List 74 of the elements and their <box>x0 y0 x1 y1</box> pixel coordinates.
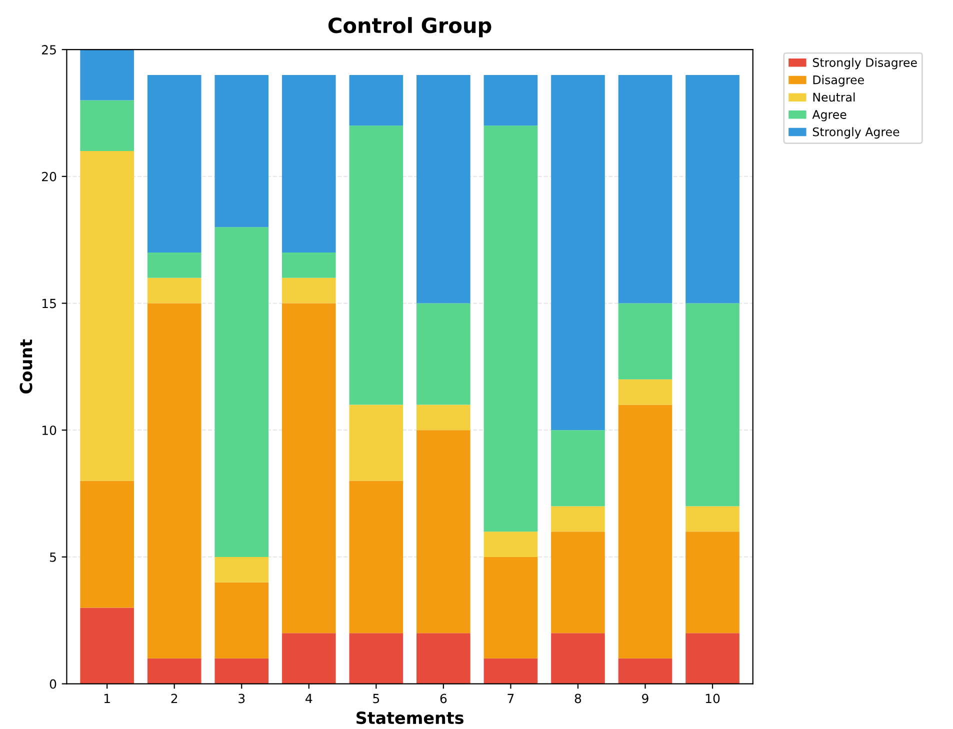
bar <box>214 658 269 684</box>
y-axis-title: Count <box>20 339 32 394</box>
bar <box>686 633 740 684</box>
x-tick-label: 10 <box>706 694 720 704</box>
bar <box>416 404 470 430</box>
legend-label: Agree <box>812 110 846 122</box>
bar <box>80 100 134 152</box>
bar <box>282 303 336 634</box>
bar <box>214 582 269 658</box>
bar <box>484 126 538 532</box>
bar <box>618 303 672 380</box>
bar <box>484 556 538 658</box>
y-tick-label: 10 <box>42 426 56 436</box>
bar <box>282 633 336 684</box>
y-tick-label: 20 <box>42 172 56 182</box>
bar <box>618 658 672 684</box>
bar <box>349 74 404 126</box>
y-tick-label: 5 <box>50 552 56 562</box>
bar <box>686 532 740 634</box>
bar <box>686 303 740 506</box>
bar <box>214 556 269 582</box>
bar <box>282 252 336 278</box>
bar <box>551 430 605 506</box>
bar <box>349 126 404 405</box>
x-tick-label: 1 <box>104 694 110 704</box>
bar <box>80 480 134 608</box>
bar <box>686 506 740 532</box>
bar <box>416 74 470 304</box>
bar <box>618 74 672 304</box>
bar <box>551 74 605 430</box>
bar <box>214 74 269 228</box>
bar <box>416 633 470 684</box>
y-tick-label: 15 <box>42 298 56 308</box>
y-tick-label: 25 <box>42 45 56 54</box>
bar <box>551 532 605 634</box>
bar <box>551 633 605 684</box>
x-tick-label: 5 <box>373 694 380 704</box>
x-tick-label: 4 <box>306 694 312 704</box>
legend-label: Strongly Agree <box>812 127 900 139</box>
x-tick-label: 2 <box>171 694 178 704</box>
bar <box>147 303 202 658</box>
bar <box>349 480 404 634</box>
bar <box>416 430 470 634</box>
bar <box>349 404 404 481</box>
legend-label: Disagree <box>813 75 864 87</box>
bar <box>551 506 605 532</box>
chart-title: Control Group <box>328 17 492 38</box>
legend-label: Strongly Disagree <box>812 58 917 70</box>
x-tick-label: 9 <box>642 694 648 704</box>
x-tick-label: 8 <box>574 694 582 704</box>
y-tick-label: 0 <box>50 679 56 689</box>
bar <box>484 74 538 126</box>
bar <box>686 74 740 304</box>
bar <box>147 252 202 278</box>
legend-label: Neutral <box>813 92 855 102</box>
bar <box>147 74 202 253</box>
x-tick-label: 6 <box>440 694 447 704</box>
bar <box>416 303 470 405</box>
bar <box>147 658 202 684</box>
bar <box>484 532 538 557</box>
bar <box>214 227 269 557</box>
bar <box>80 151 134 481</box>
bar <box>484 658 538 684</box>
bar <box>80 50 134 100</box>
bar <box>282 278 336 304</box>
x-axis-title: Statements <box>356 711 464 724</box>
bar <box>80 608 134 684</box>
bar <box>618 404 672 658</box>
bar <box>147 278 202 304</box>
bar <box>618 379 672 405</box>
x-tick-label: 7 <box>508 694 514 704</box>
bar <box>282 74 336 253</box>
x-tick-label: 3 <box>238 694 245 704</box>
bar <box>349 633 404 684</box>
